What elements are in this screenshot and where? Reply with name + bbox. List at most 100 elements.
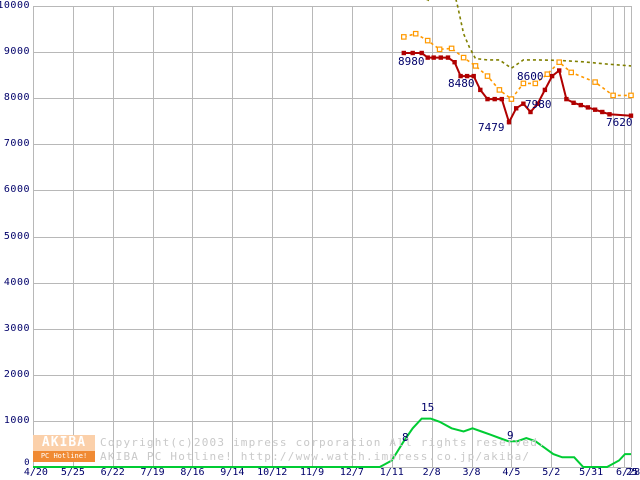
gridline-horizontal [33, 190, 631, 192]
x-axis-tick-label-partial: 25 [625, 467, 639, 478]
series-marker [401, 50, 406, 56]
count-label-15: 15 [421, 401, 435, 414]
series-marker [578, 102, 583, 108]
series-marker [514, 106, 519, 111]
x-axis-tick-label: 4/5 [502, 467, 521, 478]
series-marker [485, 96, 490, 102]
y-axis-tick-label: 1000 [3, 414, 30, 426]
x-axis-tick-label: 8/16 [180, 467, 205, 478]
gridline-horizontal [33, 420, 631, 422]
gridline-horizontal [33, 328, 631, 330]
gridline-horizontal [33, 236, 631, 238]
value-label-8980: 8980 [398, 55, 425, 68]
gridline-vertical [351, 6, 353, 467]
series-marker [628, 92, 634, 99]
gridline-vertical [591, 6, 593, 467]
gridline-vertical [72, 6, 74, 467]
series-marker [610, 92, 616, 99]
gridline-horizontal [33, 374, 631, 376]
x-axis-tick-label: 11/9 [300, 467, 325, 478]
x-axis-tick-label: 9/14 [220, 467, 245, 478]
series-marker [544, 71, 551, 78]
series-marker [532, 80, 539, 87]
x-axis-tick-label: 12/7 [339, 467, 364, 478]
gridline-horizontal [33, 6, 631, 7]
series-marker [600, 109, 605, 115]
gridline-vertical [272, 6, 274, 467]
value-label-7980: 7980 [525, 98, 552, 111]
series-marker [585, 105, 591, 110]
gridline-vertical [232, 6, 234, 467]
gridline-horizontal [33, 98, 631, 100]
y-axis-tick-label: 5000 [3, 230, 30, 242]
series-marker [542, 87, 548, 93]
series-marker [520, 80, 527, 87]
value-label-7479: 7479 [478, 121, 505, 134]
series-marker [499, 96, 504, 102]
series-marker [592, 107, 598, 112]
y-axis-tick-label: 3000 [3, 322, 30, 334]
gridline-vertical [631, 6, 632, 467]
series-marker [448, 45, 455, 52]
series-marker [425, 55, 430, 60]
x-axis-tick-label: 4/20 [23, 467, 48, 478]
series-marker [496, 87, 503, 93]
x-axis-tick-label: 10/12 [257, 467, 288, 478]
x-axis-tick-label: 2/8 [422, 467, 441, 478]
series-marker [464, 73, 470, 79]
series-marker [438, 55, 443, 60]
series-marker [431, 55, 436, 60]
series-marker [472, 63, 479, 69]
x-axis-tick-label: 7/19 [140, 467, 165, 478]
gridline-vertical [312, 6, 314, 467]
series-line [425, 0, 632, 70]
value-label-7620: 7620 [606, 116, 633, 129]
gridline-vertical [551, 6, 553, 467]
x-axis-tick-label: 3/8 [462, 467, 481, 478]
series-marker [492, 96, 497, 102]
series-marker [521, 101, 526, 106]
y-axis: 0 1000 2000 3000 4000 5000 6000 7000 8000 9000 100… [0, 0, 33, 480]
y-axis-tick-label: 6000 [3, 184, 30, 196]
series-marker [471, 73, 476, 79]
gridline-horizontal [33, 52, 631, 54]
x-axis-tick-label: 5/25 [60, 467, 85, 478]
y-axis-tick-label: 7000 [3, 138, 30, 150]
plot-area [33, 6, 632, 468]
series-line [403, 32, 631, 101]
series-line [33, 417, 631, 468]
series-lowest-price [401, 50, 634, 125]
series-marker [460, 54, 467, 61]
y-axis-tick-label: 0 [24, 458, 30, 468]
x-axis-tick-label: 6/28 [616, 467, 640, 478]
gridline-vertical [391, 6, 393, 467]
y-axis-tick-label: 4000 [3, 276, 30, 288]
count-label-9: 9 [507, 429, 514, 442]
series-marker [535, 101, 540, 106]
series-shop-count [33, 417, 631, 468]
series-marker [506, 120, 512, 125]
series-marker [564, 96, 569, 102]
series-marker [556, 59, 563, 66]
series-marker [436, 46, 443, 53]
series-marker [478, 87, 483, 93]
series-marker [452, 60, 457, 65]
series-marker [401, 34, 407, 40]
series-marker [607, 112, 612, 117]
series-marker [410, 50, 415, 56]
x-axis: 4/20 5/25 6/22 7/19 8/16 9/14 10/12 11/9 12/7 1/1… [0, 468, 640, 480]
y-axis-tick-label: 9000 [3, 46, 30, 58]
y-axis-tick-label: 8000 [3, 92, 30, 104]
series-marker [557, 68, 562, 73]
gridline-vertical [192, 6, 194, 467]
x-axis-tick-label: 5/2 [542, 467, 561, 478]
gridline-horizontal [33, 282, 631, 284]
series-marker [571, 100, 576, 105]
gridline-vertical [613, 6, 614, 467]
gridline-vertical [33, 6, 34, 467]
value-label-8600: 8600 [517, 70, 544, 83]
x-axis-tick-label: 1/11 [379, 467, 404, 478]
count-label-8: 8 [402, 431, 409, 444]
